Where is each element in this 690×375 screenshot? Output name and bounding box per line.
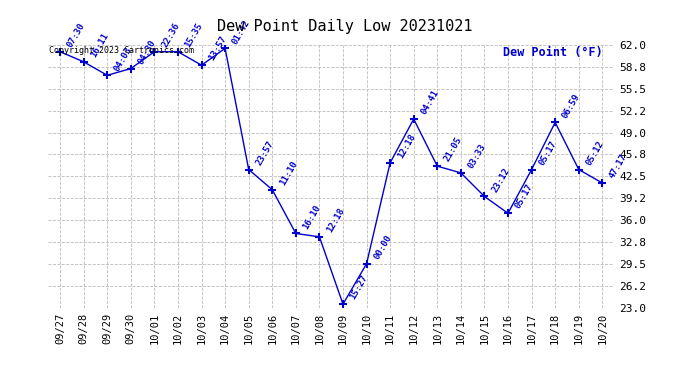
Text: 01:42: 01:42 [230, 18, 252, 46]
Text: 23:57: 23:57 [254, 139, 275, 167]
Text: 05:12: 05:12 [584, 139, 606, 167]
Text: Copyright 2023 Cartronics.com: Copyright 2023 Cartronics.com [49, 46, 194, 56]
Text: Dew Point (°F): Dew Point (°F) [503, 46, 603, 59]
Text: 21:05: 21:05 [443, 136, 464, 164]
Text: 04:03: 04:03 [112, 45, 134, 72]
Text: 15:35: 15:35 [184, 21, 205, 49]
Text: 00:00: 00:00 [372, 233, 393, 261]
Text: 16:10: 16:10 [302, 203, 323, 231]
Text: 05:17: 05:17 [537, 139, 558, 167]
Text: 04:30: 04:30 [137, 38, 157, 66]
Text: 47:17: 47:17 [608, 152, 629, 180]
Text: 22:36: 22:36 [160, 21, 181, 49]
Text: 04:41: 04:41 [420, 88, 440, 116]
Text: 12:18: 12:18 [395, 132, 417, 160]
Text: 13:57: 13:57 [207, 34, 228, 62]
Text: 06:59: 06:59 [561, 92, 582, 120]
Text: 12:18: 12:18 [325, 206, 346, 234]
Text: 05:17: 05:17 [513, 183, 535, 210]
Text: 16:11: 16:11 [89, 31, 110, 59]
Text: Dew Point Daily Low 20231021: Dew Point Daily Low 20231021 [217, 19, 473, 34]
Text: 11:10: 11:10 [278, 159, 299, 187]
Text: 23:12: 23:12 [490, 166, 511, 194]
Text: 15:27: 15:27 [348, 274, 370, 302]
Text: 07:30: 07:30 [66, 21, 87, 49]
Text: 03:33: 03:33 [466, 142, 488, 170]
